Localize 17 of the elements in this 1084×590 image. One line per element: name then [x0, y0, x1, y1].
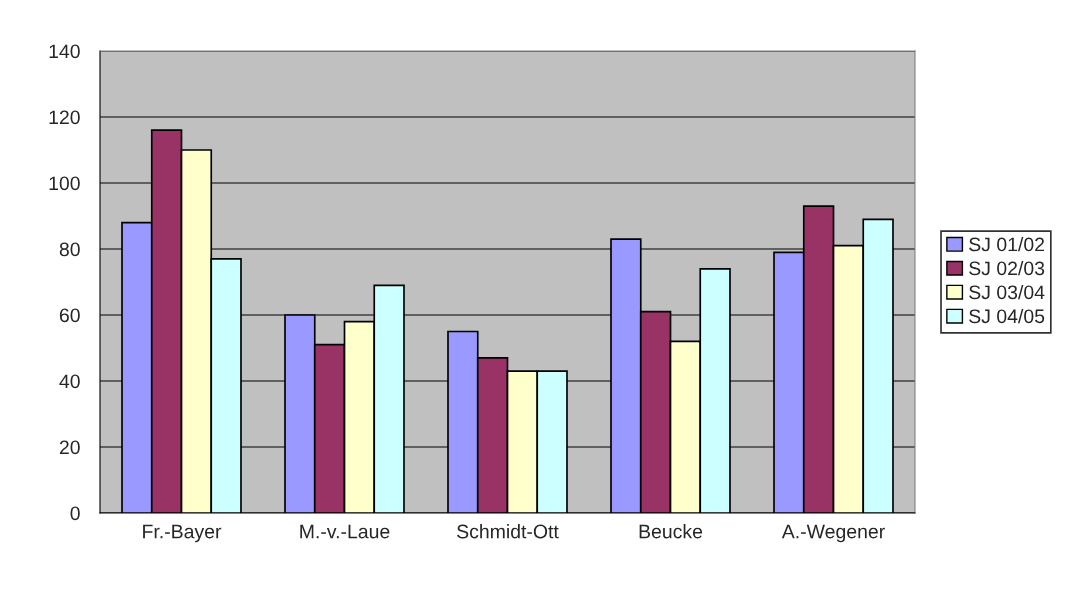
y-tick-label: 40 [59, 374, 80, 389]
legend-label: SJ 01/02 [969, 237, 1045, 252]
x-tick-label: Beucke [639, 524, 703, 539]
legend-label: SJ 03/04 [969, 284, 1045, 300]
y-tick-label: 140 [49, 44, 80, 59]
legend-label: SJ 04/05 [969, 308, 1045, 324]
y-tick-label: 120 [49, 110, 80, 125]
y-tick-label: 0 [70, 506, 80, 521]
x-tick-label: Fr.-Bayer [143, 524, 222, 543]
y-tick-label: 20 [59, 440, 80, 455]
x-tick-label: Schmidt-Ott [457, 524, 559, 539]
y-tick-label: 60 [59, 308, 80, 323]
y-tick-label: 100 [49, 176, 80, 191]
x-tick-label: A.-Wegener [781, 524, 885, 543]
legend-label: SJ 02/03 [969, 260, 1045, 276]
y-tick-label: 80 [59, 242, 80, 257]
x-tick-label: M.-v.-Laue [300, 524, 390, 539]
